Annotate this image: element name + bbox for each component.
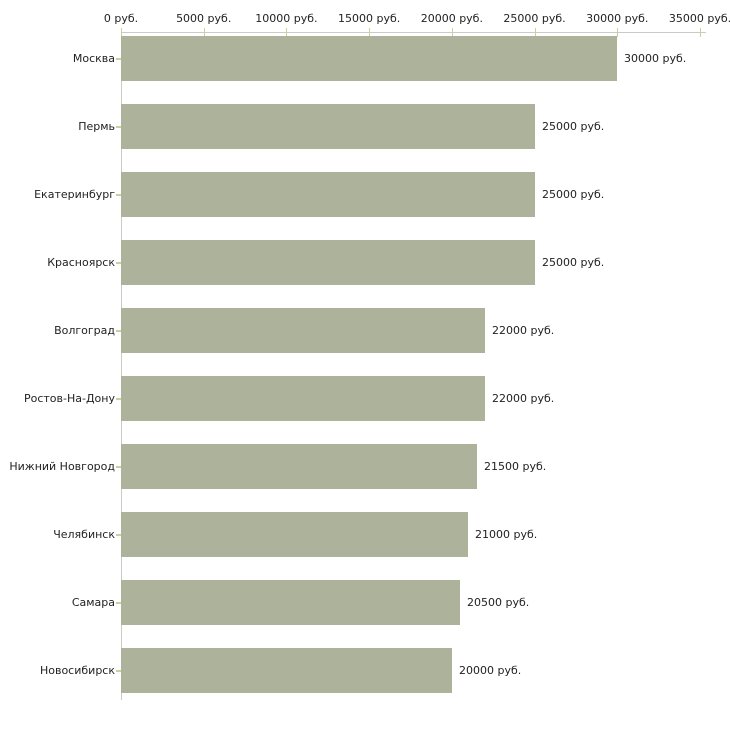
category-label: Москва — [72, 51, 115, 65]
category-tick-mark — [116, 533, 121, 536]
value-label: 22000 руб. — [492, 391, 555, 405]
x-tick-mark — [452, 28, 453, 37]
x-tick-mark — [204, 28, 205, 37]
value-label: 21000 руб. — [475, 527, 538, 541]
category-label: Самара — [71, 595, 115, 609]
x-tick-mark — [617, 28, 618, 37]
category-tick-mark — [116, 193, 121, 196]
value-label: 22000 руб. — [492, 323, 555, 337]
category-label: Красноярск — [47, 255, 115, 269]
category-label: Челябинск — [53, 527, 115, 541]
category-tick-mark — [116, 125, 121, 128]
value-label: 25000 руб. — [542, 255, 605, 269]
category-tick-mark — [116, 329, 121, 332]
category-label: Пермь — [78, 119, 115, 133]
x-tick-mark — [121, 28, 122, 37]
category-tick-mark — [116, 465, 121, 468]
x-tick-mark — [700, 28, 701, 37]
category-tick-mark — [116, 397, 121, 400]
bar — [121, 240, 535, 285]
x-axis-line — [121, 32, 706, 33]
x-tick-label: 5000 руб. — [176, 12, 232, 25]
category-label: Новосибирск — [39, 663, 115, 677]
value-label: 20000 руб. — [459, 663, 522, 677]
category-label: Нижний Новгород — [9, 459, 115, 473]
bar — [121, 444, 477, 489]
bar — [121, 36, 617, 81]
bar — [121, 104, 535, 149]
category-tick-mark — [116, 669, 121, 672]
x-tick-label: 0 руб. — [103, 12, 139, 25]
category-label: Волгоград — [54, 323, 115, 337]
x-tick-label: 15000 руб. — [338, 12, 401, 25]
x-tick-mark — [369, 28, 370, 37]
bar — [121, 512, 468, 557]
y-axis-line — [121, 32, 122, 700]
value-label: 25000 руб. — [542, 119, 605, 133]
x-tick-label: 10000 руб. — [255, 12, 318, 25]
category-tick-mark — [116, 601, 121, 604]
category-label: Екатеринбург — [34, 187, 115, 201]
value-label: 20500 руб. — [467, 595, 530, 609]
bar — [121, 376, 485, 421]
x-tick-label: 30000 руб. — [586, 12, 649, 25]
x-tick-label: 20000 руб. — [420, 12, 483, 25]
x-tick-label: 35000 руб. — [668, 12, 730, 25]
value-label: 21500 руб. — [484, 459, 547, 473]
x-tick-mark — [286, 28, 287, 37]
bar — [121, 172, 535, 217]
bar — [121, 648, 452, 693]
value-label: 25000 руб. — [542, 187, 605, 201]
bar — [121, 308, 485, 353]
x-tick-mark — [535, 28, 536, 37]
category-tick-mark — [116, 57, 121, 60]
x-tick-label: 25000 руб. — [503, 12, 566, 25]
category-tick-mark — [116, 261, 121, 264]
value-label: 30000 руб. — [624, 51, 687, 65]
bar — [121, 580, 460, 625]
category-label: Ростов-На-Дону — [23, 391, 115, 405]
